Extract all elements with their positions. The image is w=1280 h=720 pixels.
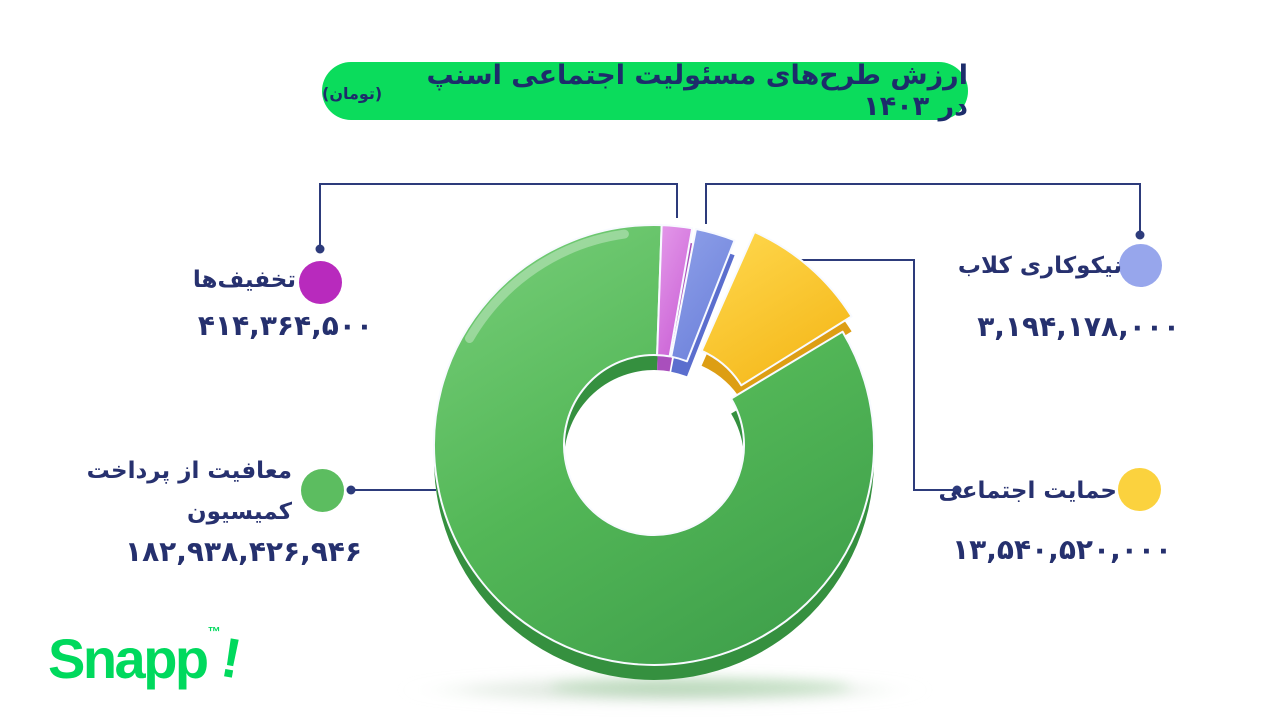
page-title: ارزش طرح‌های مسئولیت اجتماعی اسنپ در ۱۴۰… [426, 60, 968, 122]
donut-highlight [465, 229, 629, 343]
legend-value-commission-exemption: ۱۸۲,۹۳۸,۴۲۶,۹۴۶ [125, 535, 362, 568]
callout-dot-exemption [346, 485, 356, 495]
donut-top-layer [433, 224, 875, 666]
slice-club-charity [670, 228, 736, 363]
donut-floor-shadow-green [550, 678, 850, 696]
legend-value-discounts: ۴۱۴,۳۶۴,۵۰۰ [197, 309, 373, 342]
legend-dot-club-charity [1119, 244, 1162, 287]
legend-dot-commission-exemption [301, 469, 344, 512]
legend-value-club-charity: ۳,۱۹۴,۱۷۸,۰۰۰ [977, 310, 1180, 343]
title-unit: (تومان) [322, 83, 383, 103]
slice-commission-exemption [433, 224, 875, 666]
legend-value-social-support: ۱۳,۵۴۰,۵۲۰,۰۰۰ [952, 533, 1172, 566]
callout-dot-support [952, 485, 962, 495]
legend-label-line1: معافیت از پرداخت [86, 458, 292, 484]
snapp-logo-wordmark: Snapp [48, 627, 209, 690]
legend-label-discounts: تخفیف‌ها [192, 267, 296, 293]
legend-label-line2: کمیسیون [186, 499, 292, 525]
legend-label-commission-exemption: معافیت از پرداخت کمیسیون [87, 451, 292, 533]
legend-label-club-charity: نیکوکاری کلاب [957, 253, 1122, 279]
slice-discounts [656, 224, 694, 358]
callout-lines [319, 183, 1141, 491]
snapp-logo: Snapp™! [48, 624, 243, 691]
title-banner: ارزش طرح‌های مسئولیت اجتماعی اسنپ در ۱۴۰… [322, 60, 968, 122]
callout-dot-club [1135, 230, 1145, 240]
legend-dot-discounts [299, 261, 342, 304]
callout-line-club [705, 183, 1141, 232]
slice-social-support [700, 231, 853, 387]
callout-line-discounts [319, 183, 678, 246]
callout-dot-discounts [315, 244, 325, 254]
legend-label-social-support: حمایت اجتماعی [938, 478, 1117, 504]
trademark-symbol: ™ [207, 624, 221, 639]
callout-end-dots [315, 230, 1145, 495]
legend-dot-social-support [1118, 468, 1161, 511]
callout-line-support [794, 259, 954, 491]
